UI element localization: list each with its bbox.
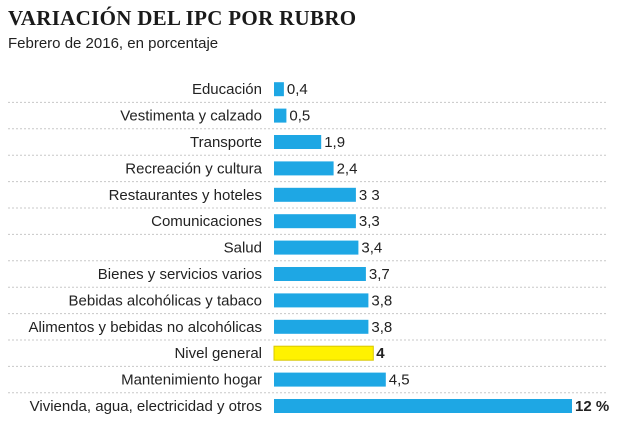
chart-subtitle: Febrero de 2016, en porcentaje — [8, 35, 219, 52]
bar — [274, 187, 356, 202]
highlight-bar — [273, 345, 374, 361]
category-label: Educación — [192, 81, 262, 98]
bar — [274, 319, 369, 334]
category-label: Vivienda, agua, electricidad y otros — [30, 398, 262, 415]
value-label: 4,5 — [389, 372, 410, 389]
value-label: 3,8 — [371, 292, 392, 309]
value-label: 12 % — [575, 398, 609, 415]
value-label: 2,4 — [337, 160, 358, 177]
value-label: 3,3 — [359, 213, 380, 230]
value-label: 3,7 — [369, 266, 390, 283]
category-label: Alimentos y bebidas no alcohólicas — [29, 319, 262, 336]
bar — [274, 399, 572, 413]
bar — [274, 108, 287, 123]
category-label: Vestimenta y calzado — [120, 108, 262, 125]
category-label: Comunicaciones — [151, 213, 262, 230]
category-label: Nivel general — [174, 345, 262, 362]
bar — [274, 267, 366, 281]
chart-title: VARIACIÓN DEL IPC POR RUBRO — [8, 6, 357, 30]
value-label: 3,4 — [361, 240, 382, 257]
bar — [274, 161, 334, 176]
bar — [274, 240, 359, 255]
category-label: Bebidas alcohólicas y tabaco — [69, 292, 262, 309]
value-label: 0,5 — [289, 108, 310, 125]
bar — [274, 293, 369, 308]
bar — [274, 214, 356, 229]
value-label: 0,4 — [287, 81, 308, 98]
category-label: Bienes y servicios varios — [98, 266, 262, 283]
category-label: Salud — [224, 240, 262, 257]
category-label: Recreación y cultura — [125, 160, 262, 177]
value-label: 3,8 — [371, 319, 392, 336]
category-label: Restaurantes y hoteles — [109, 187, 262, 204]
bar — [274, 372, 386, 387]
bar — [274, 135, 322, 149]
value-label: 3 3 — [359, 187, 380, 204]
bar — [274, 82, 284, 97]
category-label: Mantenimiento hogar — [121, 372, 262, 389]
category-label: Transporte — [190, 134, 262, 151]
value-label: 1,9 — [324, 134, 345, 151]
value-label: 4 — [376, 345, 385, 362]
